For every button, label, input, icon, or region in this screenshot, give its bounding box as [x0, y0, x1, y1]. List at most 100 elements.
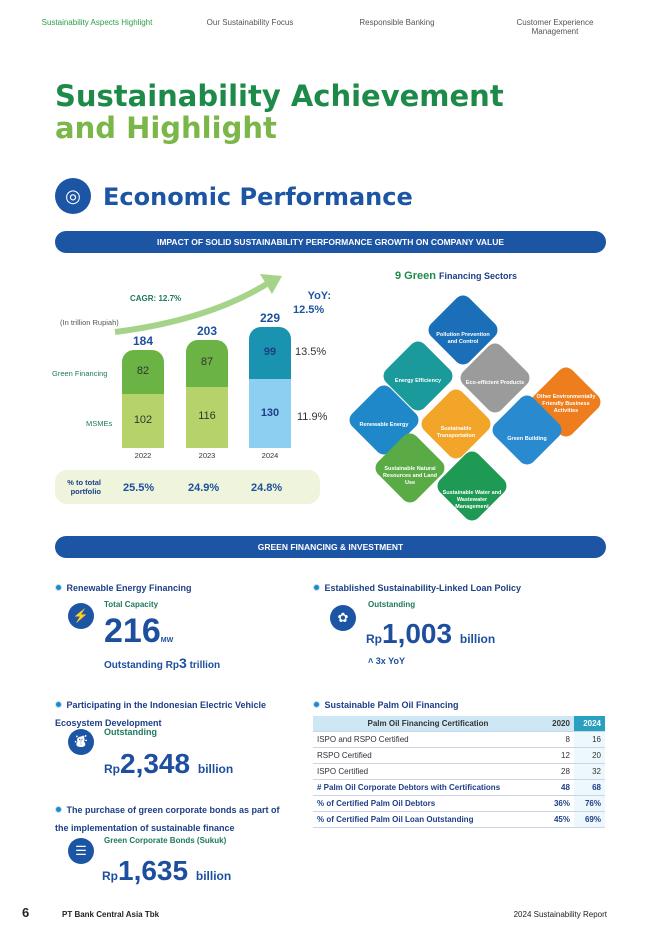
sll-unit: billion — [459, 632, 496, 646]
label-msmes-2022: 102 — [133, 413, 153, 426]
label-msmes-2023: 116 — [198, 410, 216, 423]
label-msmes-2024: 130 — [260, 406, 280, 419]
table-cell: 12 — [542, 747, 574, 764]
title-line2: and Highlight — [55, 111, 277, 145]
sectors-title: 9 Green Financing Sectors — [395, 270, 517, 282]
plant-hand-icon: ✿ — [330, 605, 356, 631]
bar-green-2023 — [186, 340, 228, 387]
legend-msmes: MSMEs — [86, 419, 113, 428]
unit-label: (In trillion Rupiah) — [60, 318, 119, 327]
col-2024: 2024 — [573, 716, 605, 732]
yoy-msme: 11.9% — [297, 411, 328, 423]
banner-green-financing: GREEN FINANCING & INVESTMENT — [55, 536, 606, 558]
sectors-title-num: 9 Green — [395, 270, 436, 282]
outstanding-prefix: Outstanding Rp — [104, 660, 179, 671]
ev-number: 2,348 — [120, 748, 191, 779]
title-line1: Sustainability Achievement — [55, 79, 504, 113]
nav-sustainability-focus[interactable]: Our Sustainability Focus — [206, 18, 294, 27]
portfolio-2024: 24.8% — [251, 482, 283, 494]
nav-sustainability-aspects[interactable]: Sustainability Aspects Highlight — [41, 18, 153, 27]
renewable-number: 216 — [104, 612, 161, 650]
outstanding-unit: trillion — [189, 660, 221, 671]
footer-report: 2024 Sustainability Report — [513, 910, 607, 919]
table-cell: 20 — [573, 747, 605, 764]
tick-2024: 2024 — [261, 451, 279, 460]
palm-heading-text: Sustainable Palm Oil Financing — [324, 700, 459, 710]
table-cell: % of Certified Palm Oil Debtors — [313, 795, 543, 812]
footer-company: PT Bank Central Asia Tbk — [62, 910, 160, 919]
sector-label: Sustainable Natural Resources and Land U… — [382, 466, 438, 486]
table-row: ISPO Certified 28 32 — [313, 763, 605, 780]
page-number: 6 — [22, 905, 30, 920]
label-green-2023: 87 — [200, 356, 214, 369]
table-cell: 69% — [573, 811, 605, 828]
label-total-2022: 184 — [132, 334, 154, 349]
nav-responsible-banking[interactable]: Responsible Banking — [359, 18, 435, 27]
renewable-unit: MW — [160, 637, 174, 644]
sector-label: Sustainable Water and Wastewater Managem… — [442, 490, 502, 510]
car-icon: ⛇ — [68, 729, 94, 755]
palm-heading: Sustainable Palm Oil Financing — [313, 695, 458, 713]
sector-label: Eco-efficient Products — [465, 380, 525, 386]
renewable-label: Total Capacity — [104, 600, 159, 609]
bonds-number: 1,635 — [118, 855, 189, 886]
portfolio-box: % to total portfolio 25.5% 24.9% 24.8% — [55, 470, 320, 504]
table-cell: 36% — [542, 795, 574, 812]
sll-label: Outstanding — [368, 600, 416, 609]
label-green-2024: 99 — [263, 345, 277, 358]
outstanding-value: 3 — [179, 655, 187, 671]
bullet-icon — [55, 806, 62, 813]
yoy-total: 12.5% — [293, 304, 325, 316]
table-row: RSPO Certified 12 20 — [313, 747, 605, 764]
portfolio-2023: 24.9% — [188, 482, 220, 494]
sectors-title-rest: Financing Sectors — [439, 271, 518, 281]
table-cell: 45% — [542, 811, 574, 828]
bond-document-icon: ☰ — [68, 838, 94, 864]
bonds-value: Rp1,635 billion — [102, 855, 231, 887]
nav-customer-experience[interactable]: Customer Experience Management — [516, 18, 594, 36]
table-cell: ISPO and RSPO Certified — [313, 731, 543, 748]
label-total-2024: 229 — [259, 310, 281, 325]
table-cell: ISPO Certified — [313, 763, 543, 780]
sll-heading: Established Sustainability-Linked Loan P… — [313, 578, 521, 596]
ev-unit: billion — [197, 762, 234, 776]
bonds-heading-text: The purchase of green corporate bonds as… — [55, 805, 280, 833]
banner-impact: IMPACT OF SOLID SUSTAINABILITY PERFORMAN… — [55, 231, 606, 253]
cagr-label: CAGR: 12.7% — [130, 294, 182, 303]
cagr-arrow-icon — [114, 274, 282, 335]
sector-label: Green Building — [507, 436, 547, 442]
table-cell: RSPO Certified — [313, 747, 543, 764]
bar-green-2022 — [122, 350, 164, 394]
table-cell: % of Certified Palm Oil Loan Outstanding — [313, 811, 543, 828]
table-cell: 32 — [573, 763, 605, 780]
col-2020: 2020 — [542, 716, 574, 732]
palm-oil-table: Palm Oil Financing Certification 2020 2024… — [313, 716, 605, 828]
table-cell: 68 — [573, 779, 605, 796]
tick-2023: 2023 — [198, 451, 216, 460]
portfolio-label: % to total portfolio — [67, 478, 101, 496]
sll-rp: Rp — [366, 632, 382, 646]
ev-heading: Participating in the Indonesian Electric… — [55, 695, 270, 731]
sll-yoy: ˄ 3x YoY — [368, 656, 405, 666]
bar-msmes-2023 — [186, 386, 228, 448]
yoy-label: YoY: — [307, 290, 331, 302]
col-certification: Palm Oil Financing Certification — [313, 716, 543, 732]
bullet-icon — [313, 701, 320, 708]
table-cell: 48 — [542, 779, 574, 796]
renewable-outstanding: Outstanding Rp3 trillion — [104, 655, 220, 671]
bullet-icon — [313, 584, 320, 591]
table-row: % of Certified Palm Oil Debtors 36% 76% — [313, 795, 605, 812]
legend-green-financing: Green Financing — [52, 369, 108, 378]
chart-globe-icon: ◎ — [55, 178, 91, 214]
ev-rp: Rp — [104, 762, 120, 776]
table-row: # Palm Oil Corporate Debtors with Certif… — [313, 779, 605, 796]
sector-label: Sustainable Transportation — [436, 426, 476, 439]
sector-label: Energy Efficiency — [394, 378, 442, 384]
bonds-unit: billion — [195, 869, 232, 883]
renewable-heading: Renewable Energy Financing — [55, 578, 191, 596]
table-cell: 8 — [542, 731, 574, 748]
bullet-icon — [55, 584, 62, 591]
sll-yoy-text: 3x YoY — [375, 656, 405, 666]
sll-heading-text: Established Sustainability-Linked Loan P… — [324, 583, 521, 593]
sll-value: Rp1,003 billion — [366, 618, 495, 650]
